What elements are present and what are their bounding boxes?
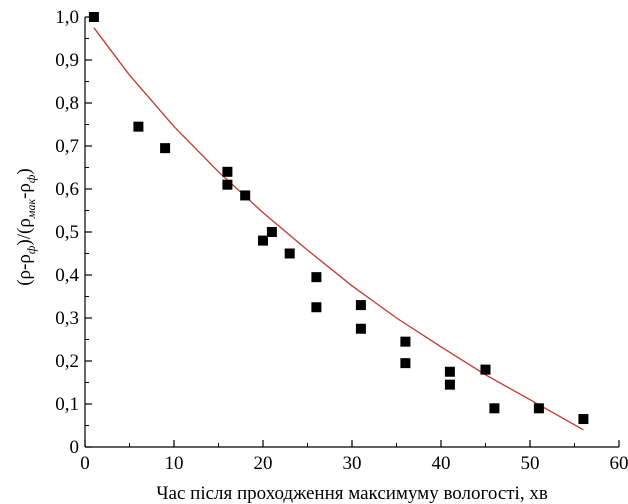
x-tick-label: 10 (165, 453, 184, 474)
fit-curve-layer (93, 27, 584, 431)
x-axis-title: Час після проходження максимуму вологост… (156, 483, 548, 504)
y-tick-label: 0,8 (55, 93, 79, 114)
y-tick-label: 0 (70, 437, 80, 458)
data-point (160, 143, 171, 154)
data-point (578, 414, 589, 425)
data-point (400, 358, 411, 369)
y-tick-label: 0,6 (55, 179, 79, 200)
data-point (311, 302, 322, 313)
data-point (222, 166, 233, 177)
data-point (133, 121, 144, 132)
y-tick-label: 0,3 (55, 308, 79, 329)
y-title-sub2: мак (24, 199, 38, 220)
data-point (444, 366, 455, 377)
y-tick-label: 0,4 (55, 265, 79, 286)
x-tick-label: 0 (80, 453, 90, 474)
y-title-part3: -ρ (14, 183, 35, 199)
data-point (284, 248, 295, 259)
x-tick-label: 50 (521, 453, 540, 474)
data-point (88, 12, 99, 22)
y-tick-label: 0,2 (55, 351, 79, 372)
data-point (444, 379, 455, 390)
data-point (258, 235, 268, 246)
data-point (355, 323, 366, 334)
x-tick-label: 40 (432, 453, 451, 474)
y-tick-label: 1,0 (55, 7, 79, 28)
data-points (88, 12, 589, 425)
y-tick-label: 0,7 (55, 136, 79, 157)
y-tick-label: 0,1 (55, 394, 79, 415)
x-tick-label: 60 (610, 453, 628, 474)
data-point (533, 403, 544, 414)
y-axis-title: (ρ-ρф)/(ρмак-ρф) (14, 168, 38, 286)
y-title-sub1: ф (24, 245, 38, 254)
data-point (222, 179, 233, 190)
y-title-part1: (ρ-ρ (14, 254, 35, 286)
data-point (266, 227, 277, 237)
data-point (400, 336, 411, 347)
y-tick-label: 0,5 (55, 222, 79, 243)
data-point (240, 190, 251, 201)
y-title-part2: )/(ρ (14, 218, 35, 245)
tick-labels: 0 10 20 30 40 50 60 0 0,1 0,2 0,3 0,4 0,5 0,6 0,7 0,8 0,… (55, 7, 628, 474)
y-title-sub3: ф (24, 174, 38, 183)
data-point (355, 300, 366, 311)
y-title-part4: ) (14, 168, 35, 174)
data-point (480, 364, 491, 375)
y-tick-label: 0,9 (55, 50, 79, 71)
fit-curve (93, 27, 584, 431)
data-point (311, 272, 322, 283)
data-point (489, 403, 500, 414)
x-tick-label: 30 (343, 453, 362, 474)
x-tick-label: 20 (254, 453, 273, 474)
plot-axes (84, 16, 620, 448)
